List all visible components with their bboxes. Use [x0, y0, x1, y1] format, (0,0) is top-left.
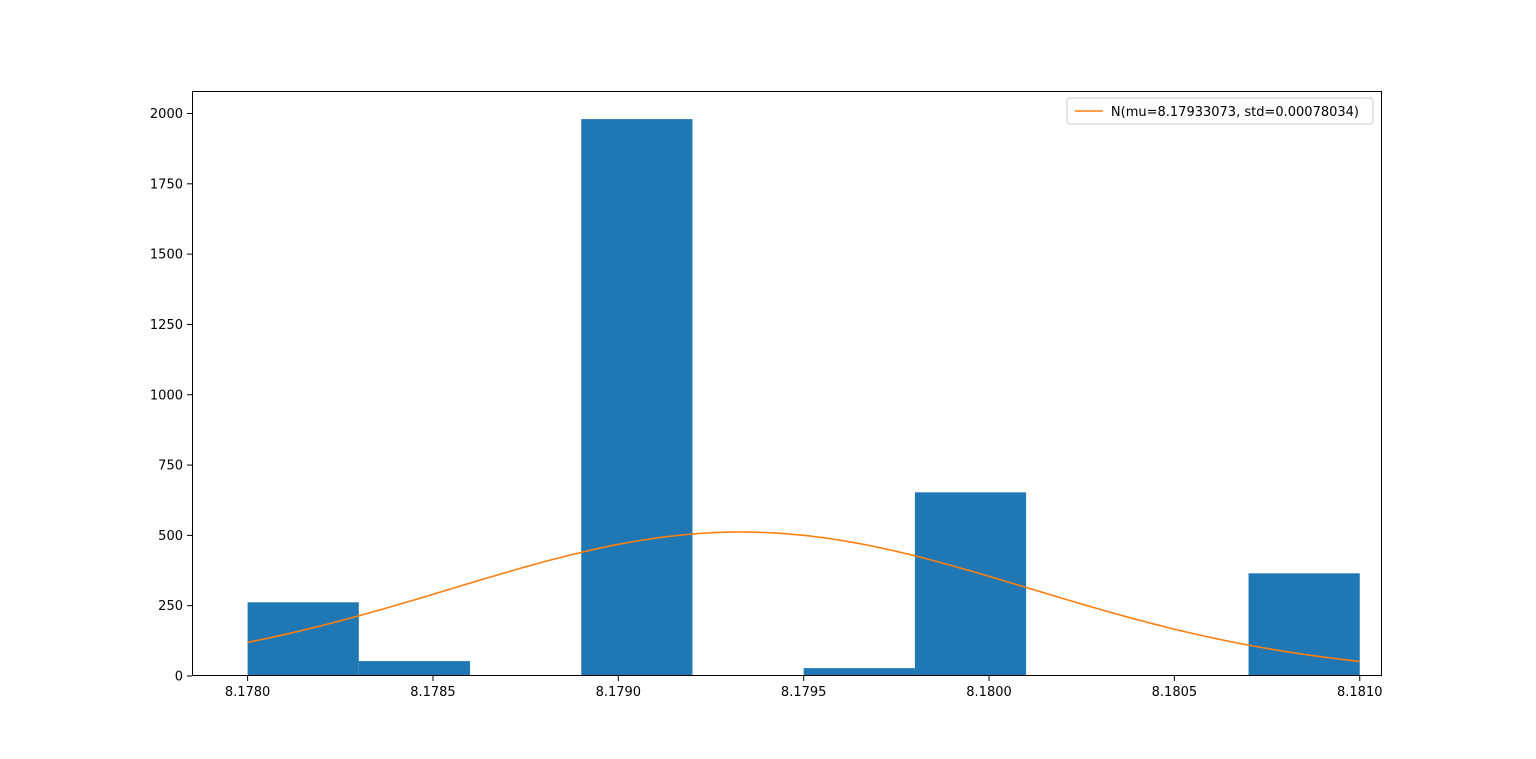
normal-fit-curve: [247, 531, 1360, 663]
x-tick-label-2: 8.1790: [596, 685, 642, 700]
histogram-bar-6: [914, 492, 1027, 676]
legend: N(mu=8.17933073, std=0.00078034): [1066, 97, 1374, 125]
x-axis-ticks: 8.1780 8.1785 8.1790 8.1795 8.1800 8.1805 8.18…: [225, 676, 1383, 700]
legend-box: [1066, 97, 1374, 125]
y-tick-label-4: 1000: [150, 388, 183, 403]
x-tick-label-3: 8.1795: [781, 685, 827, 700]
histogram-bar-5: [803, 668, 915, 676]
x-tick-label-0: 8.1780: [225, 685, 271, 700]
y-tick-label-0: 0: [175, 670, 183, 685]
y-tick-label-3: 750: [158, 459, 183, 474]
plot-frame: [192, 91, 1382, 676]
histogram-bar-9: [1248, 573, 1360, 676]
histogram-bar-3: [581, 119, 693, 676]
y-tick-label-2: 500: [158, 529, 183, 544]
y-tick-label-5: 1250: [150, 318, 183, 333]
legend-label: N(mu=8.17933073, std=0.00078034): [1111, 105, 1359, 120]
x-tick-label-6: 8.1810: [1337, 685, 1383, 700]
fit-curve-layer: [247, 531, 1360, 663]
y-tick-label-8: 2000: [150, 107, 183, 122]
y-tick-label-1: 250: [158, 599, 183, 614]
y-axis-ticks: 0 250 500 750 1000 1250 1500 1750 2000: [150, 107, 192, 685]
histogram-bar-1: [358, 661, 471, 676]
x-tick-label-1: 8.1785: [410, 685, 456, 700]
bars-layer: [247, 119, 1360, 676]
y-tick-label-6: 1500: [150, 248, 183, 263]
x-tick-label-4: 8.1800: [966, 685, 1012, 700]
y-tick-label-7: 1750: [150, 177, 183, 192]
x-tick-label-5: 8.1805: [1152, 685, 1198, 700]
